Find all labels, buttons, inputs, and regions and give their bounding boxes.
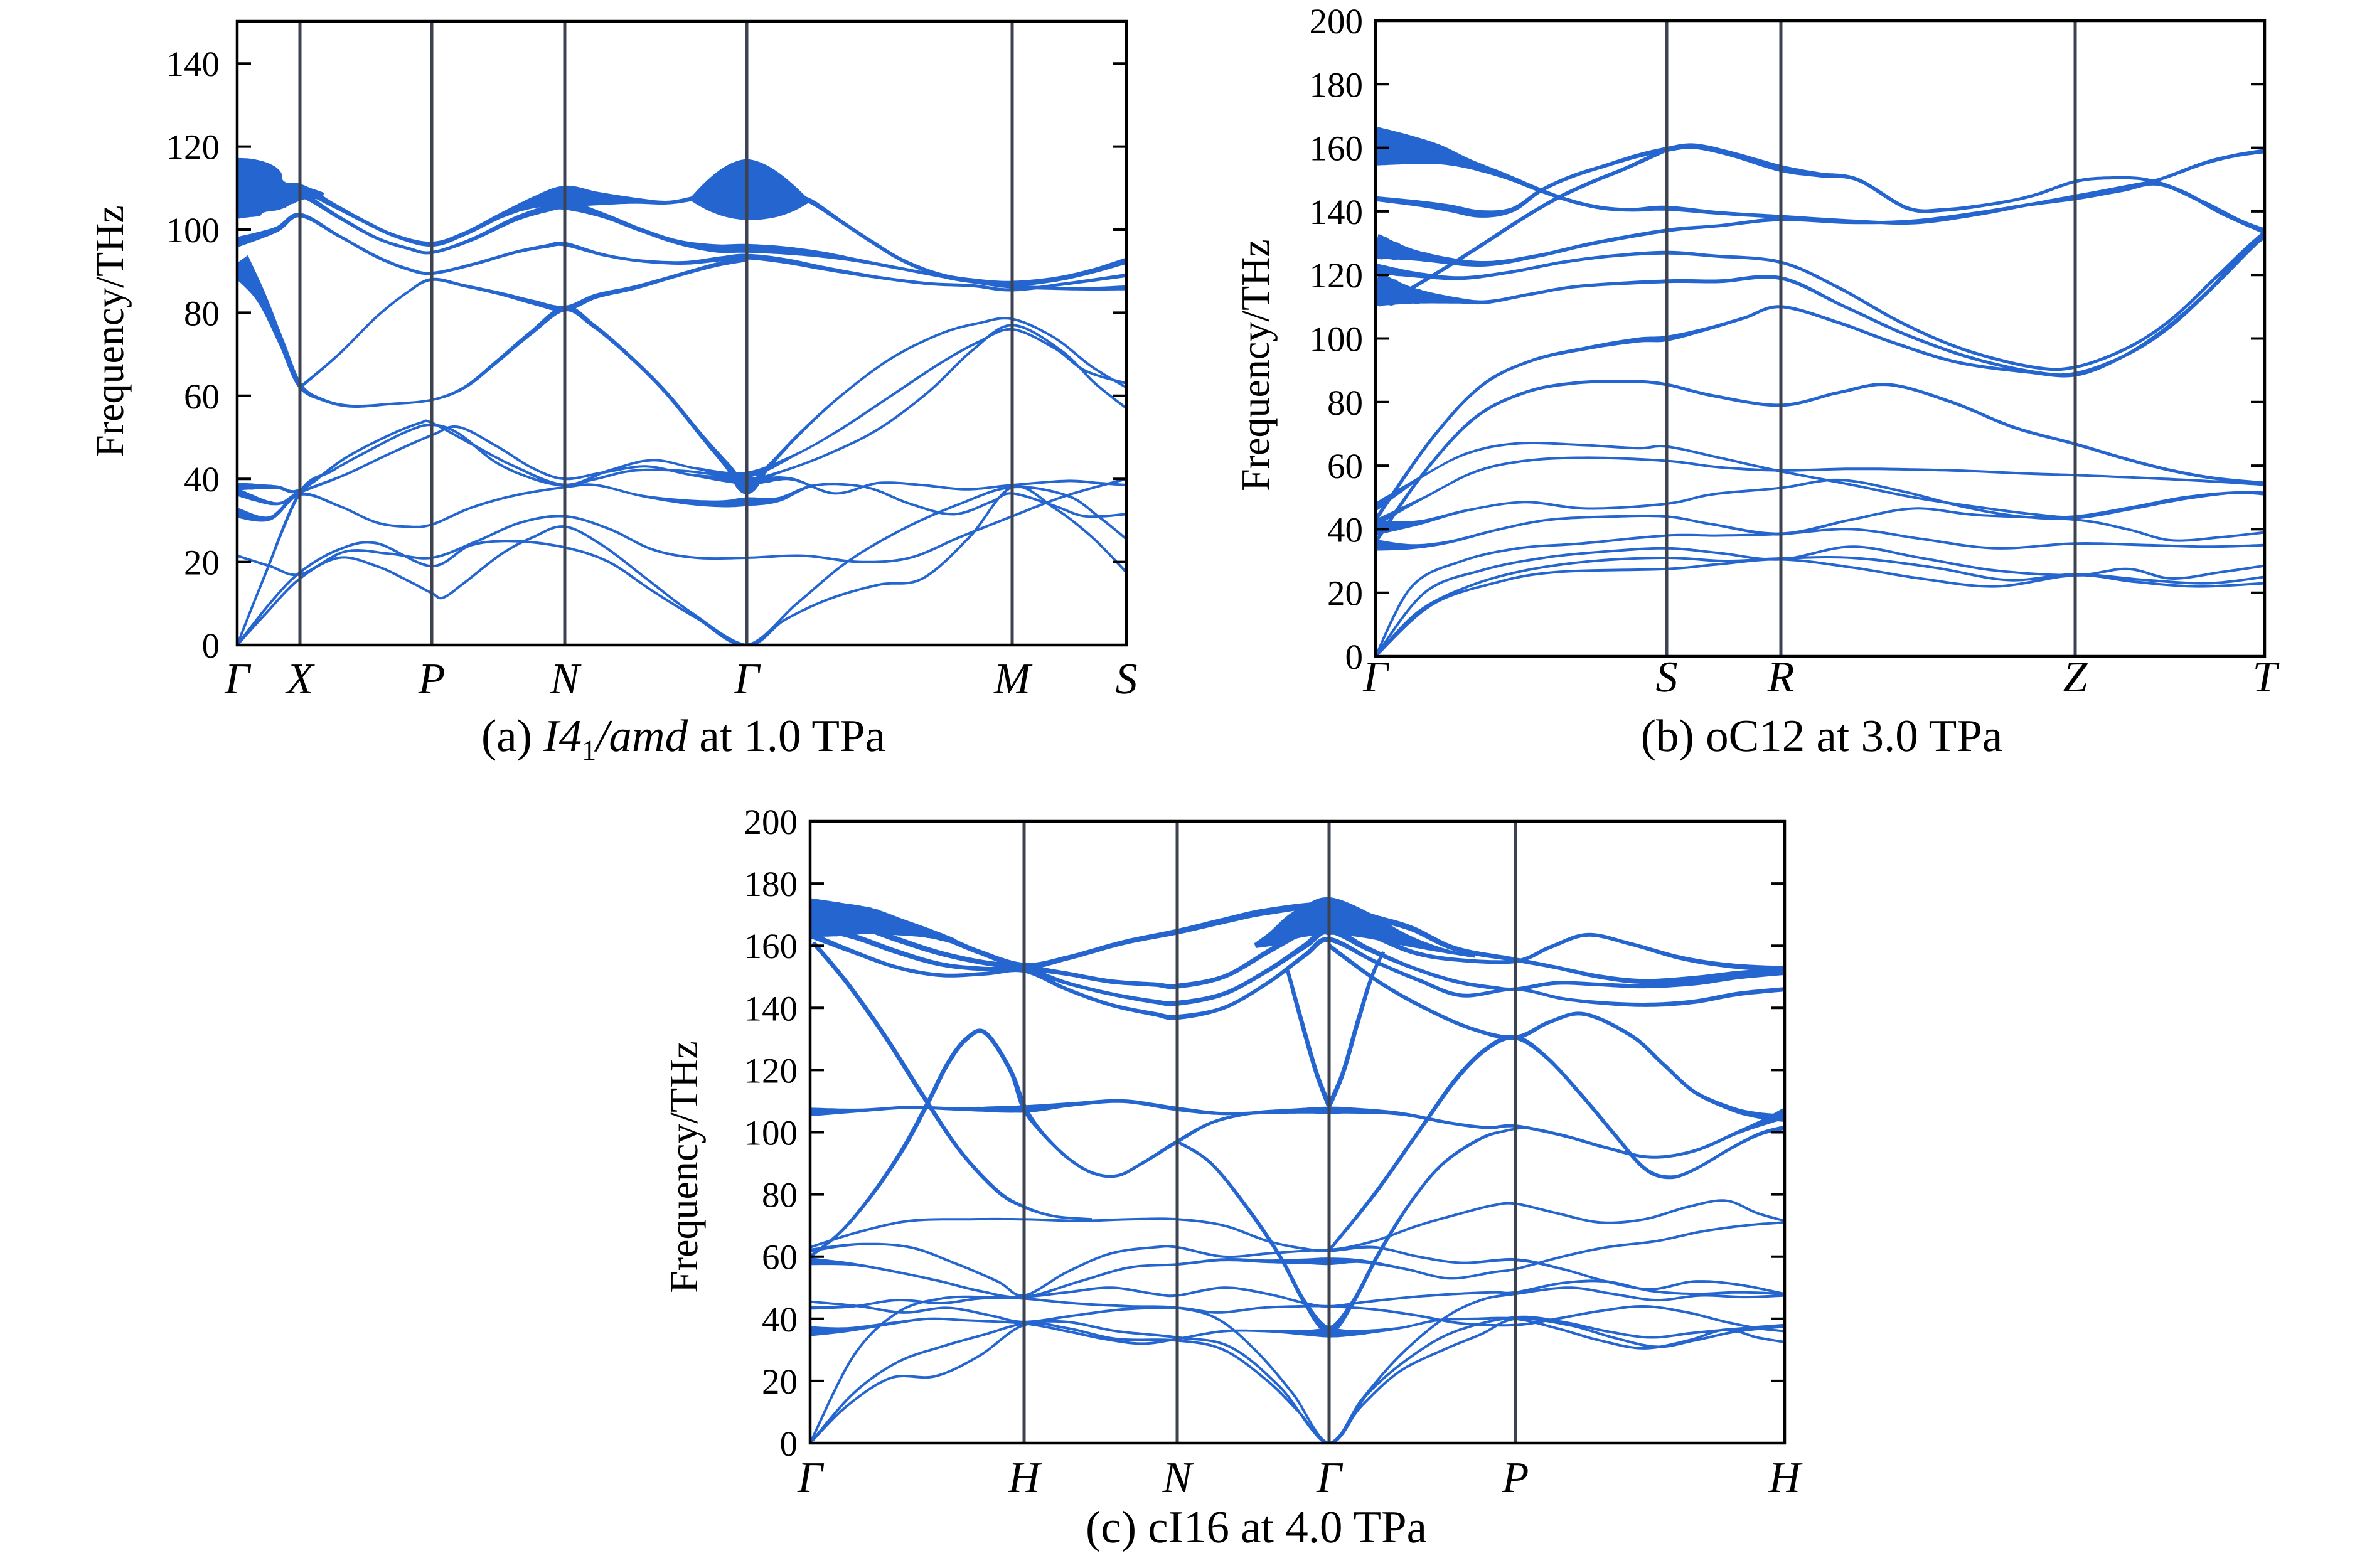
svg-text:Frequency/THz: Frequency/THz (1233, 239, 1278, 491)
svg-text:120: 120 (744, 1051, 798, 1091)
svg-text:160: 160 (744, 927, 798, 966)
svg-text:40: 40 (1327, 510, 1363, 550)
svg-text:Γ: Γ (797, 1454, 825, 1502)
svg-text:P: P (418, 655, 446, 703)
svg-text:40: 40 (762, 1300, 798, 1340)
svg-text:Z: Z (2063, 653, 2088, 701)
svg-text:200: 200 (744, 803, 798, 842)
svg-text:(c) cI16 at 4.0 TPa: (c) cI16 at 4.0 TPa (1086, 1501, 1427, 1552)
svg-text:Γ: Γ (224, 655, 252, 703)
svg-text:120: 120 (1310, 256, 1364, 296)
svg-text:X: X (285, 655, 316, 703)
svg-text:H: H (1008, 1454, 1042, 1502)
svg-text:140: 140 (1310, 193, 1364, 232)
svg-text:Frequency/THz: Frequency/THz (661, 1041, 706, 1293)
svg-text:R: R (1767, 653, 1795, 701)
svg-text:60: 60 (1327, 447, 1363, 486)
svg-text:140: 140 (166, 45, 220, 84)
svg-text:160: 160 (1310, 129, 1364, 169)
svg-text:(a) I41/amd at 1.0 TPa: (a) I41/amd at 1.0 TPa (481, 710, 885, 766)
svg-text:60: 60 (184, 377, 220, 417)
svg-text:Γ: Γ (1362, 653, 1390, 701)
svg-text:N: N (1162, 1454, 1194, 1502)
svg-text:60: 60 (762, 1238, 798, 1277)
svg-text:80: 80 (184, 294, 220, 333)
svg-text:140: 140 (744, 989, 798, 1028)
svg-text:S: S (1656, 653, 1678, 701)
svg-text:80: 80 (762, 1176, 798, 1215)
svg-text:Frequency/THz: Frequency/THz (87, 205, 132, 457)
svg-text:80: 80 (1327, 383, 1363, 423)
svg-text:Γ: Γ (1316, 1454, 1344, 1502)
svg-text:0: 0 (202, 626, 220, 666)
svg-text:S: S (1116, 655, 1138, 703)
svg-text:100: 100 (1310, 320, 1364, 360)
svg-text:T: T (2253, 653, 2280, 701)
svg-text:40: 40 (184, 460, 220, 499)
svg-text:200: 200 (1310, 2, 1364, 41)
svg-text:P: P (1502, 1454, 1529, 1502)
svg-text:20: 20 (762, 1362, 798, 1402)
svg-text:0: 0 (1345, 637, 1364, 677)
svg-text:H: H (1768, 1454, 1803, 1502)
svg-text:100: 100 (166, 211, 220, 250)
svg-text:120: 120 (166, 128, 220, 168)
svg-text:180: 180 (1310, 65, 1364, 105)
svg-text:Γ: Γ (734, 655, 761, 703)
svg-text:(b) oC12 at 3.0 TPa: (b) oC12 at 3.0 TPa (1641, 710, 2003, 761)
svg-text:20: 20 (184, 543, 220, 583)
svg-text:100: 100 (744, 1114, 798, 1153)
svg-text:180: 180 (744, 865, 798, 904)
svg-text:M: M (993, 655, 1033, 703)
svg-text:0: 0 (780, 1424, 798, 1464)
svg-text:20: 20 (1327, 574, 1363, 614)
svg-text:N: N (550, 655, 582, 703)
